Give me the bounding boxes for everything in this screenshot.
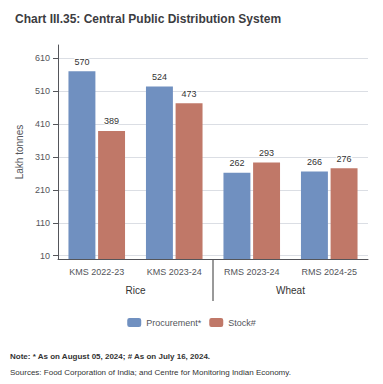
svg-text:Wheat: Wheat	[276, 285, 305, 296]
svg-text:293: 293	[259, 148, 274, 158]
svg-text:389: 389	[104, 116, 119, 126]
svg-text:RMS 2023-24: RMS 2023-24	[224, 267, 280, 277]
svg-text:Procurement*: Procurement*	[146, 318, 202, 328]
svg-text:262: 262	[229, 158, 244, 168]
svg-text:410: 410	[35, 119, 50, 129]
svg-text:110: 110	[36, 218, 50, 228]
svg-text:473: 473	[182, 89, 197, 99]
svg-text:Note: * As on August 05, 2024;: Note: * As on August 05, 2024; # As on J…	[10, 352, 210, 361]
svg-text:310: 310	[35, 152, 50, 162]
svg-text:210: 210	[35, 185, 50, 195]
svg-text:510: 510	[35, 86, 50, 96]
svg-text:Sources: Food Corporation of I: Sources: Food Corporation of India; and …	[10, 368, 291, 377]
svg-text:KMS 2022-23: KMS 2022-23	[69, 267, 124, 277]
svg-text:Rice: Rice	[125, 285, 145, 296]
svg-text:RMS 2024-25: RMS 2024-25	[301, 267, 357, 277]
svg-text:276: 276	[337, 154, 352, 164]
svg-text:Chart III.35: Central Public D: Chart III.35: Central Public Distributio…	[15, 12, 281, 26]
svg-text:524: 524	[152, 72, 167, 82]
svg-text:570: 570	[74, 57, 89, 67]
svg-text:266: 266	[307, 157, 322, 167]
svg-text:Lakh tonnes: Lakh tonnes	[14, 125, 25, 180]
svg-text:10: 10	[40, 251, 50, 261]
svg-text:Stock#: Stock#	[228, 318, 256, 328]
svg-text:KMS 2023-24: KMS 2023-24	[147, 267, 202, 277]
svg-text:610: 610	[35, 53, 50, 63]
